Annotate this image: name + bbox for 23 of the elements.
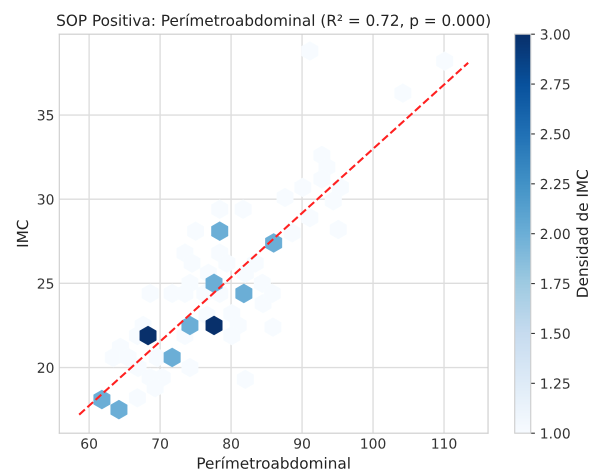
chart-title: SOP Positiva: Perímetroabdominal (R² = 0.72, p = 0.000) bbox=[57, 14, 490, 30]
color-bar-label: 2.75 bbox=[540, 79, 570, 90]
color-bar-label: 2.00 bbox=[540, 228, 570, 240]
color-bar-label: 1.25 bbox=[541, 378, 570, 389]
color-bar-label: 1.00 bbox=[541, 428, 570, 439]
x-tick-label: 80 bbox=[223, 438, 239, 449]
color-bar-label: 1.75 bbox=[541, 278, 570, 290]
x-tick-label: 90 bbox=[294, 438, 310, 449]
y-axis-title: IMC bbox=[16, 220, 28, 246]
color-bar-label: 2.25 bbox=[540, 178, 570, 190]
x-tick-label: 100 bbox=[361, 438, 386, 449]
color-bar-title: Densidad de IMC bbox=[576, 170, 588, 297]
y-tick-label: 30 bbox=[38, 194, 54, 205]
x-tick-label: 70 bbox=[152, 438, 168, 449]
x-tick-label: 110 bbox=[432, 438, 456, 449]
x-tick-label: 60 bbox=[81, 438, 98, 449]
y-tick-label: 25 bbox=[38, 278, 54, 289]
color-bar-label: 3.00 bbox=[540, 29, 570, 40]
y-tick-label: 35 bbox=[38, 110, 54, 120]
x-axis-title: Perímetroabdominal bbox=[198, 456, 350, 469]
color-bar-label: 2.50 bbox=[540, 128, 570, 140]
y-tick-label: 20 bbox=[38, 362, 54, 374]
color-bar-label: 1.50 bbox=[541, 328, 570, 339]
